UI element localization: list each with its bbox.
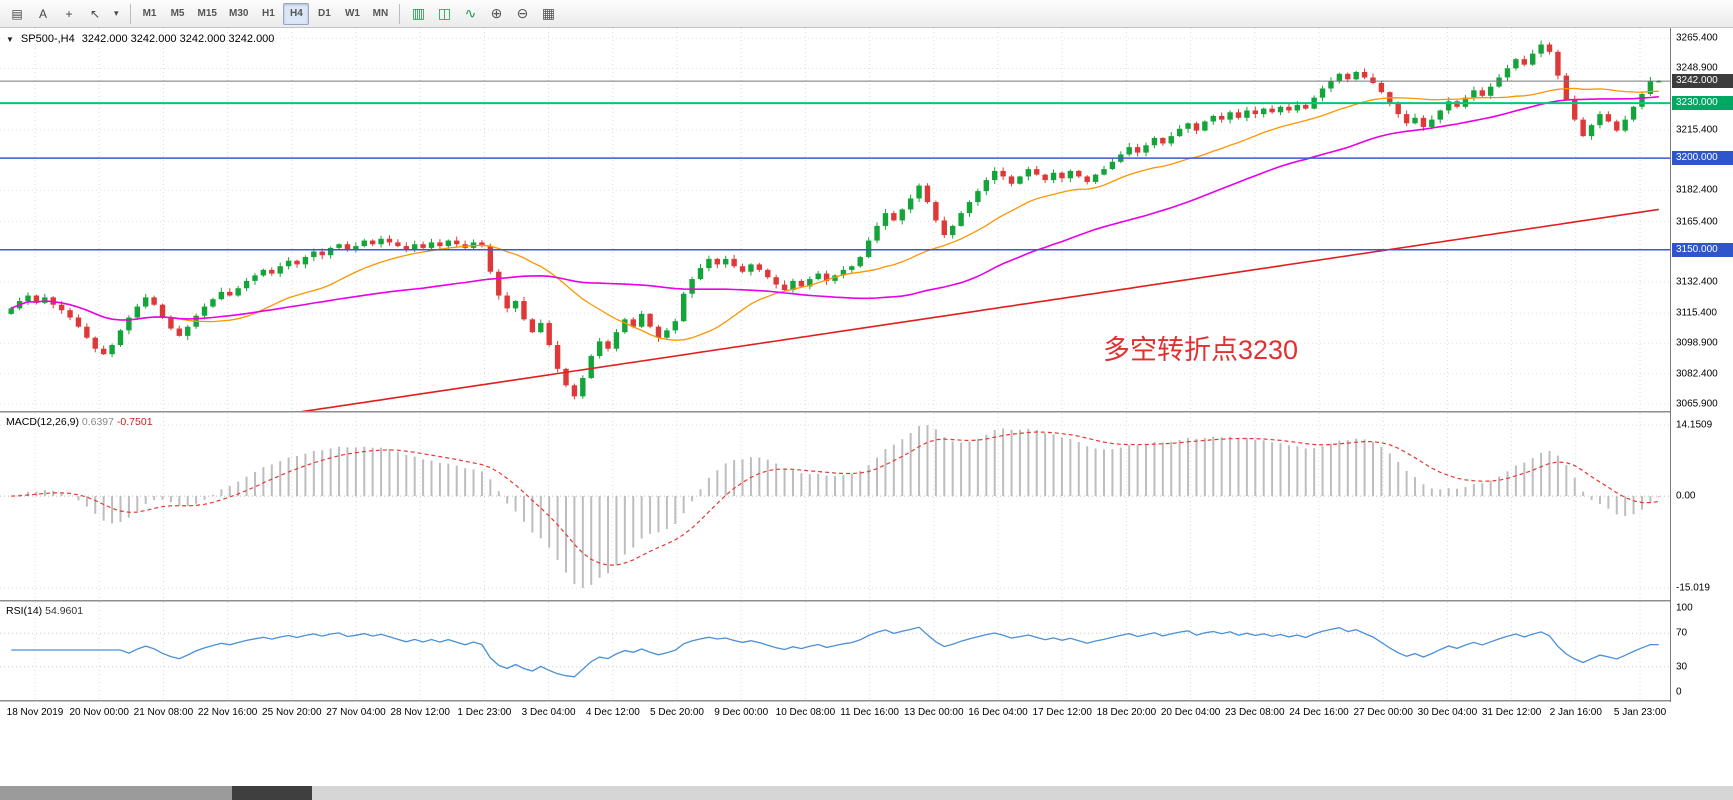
macd-label: MACD(12,26,9) 0.6397 -0.7501 bbox=[6, 416, 153, 428]
rsi-value: 54.9601 bbox=[45, 605, 84, 617]
drawing-tools-group: ▤ A + ↖ ▾ bbox=[5, 3, 124, 25]
timeframe-m1-button[interactable]: M1 bbox=[142, 8, 157, 19]
time-axis-label: 25 Nov 20:00 bbox=[262, 707, 322, 718]
macd-axis-label: 14.1509 bbox=[1676, 419, 1713, 431]
price-tick-label: 3215.400 bbox=[1676, 124, 1718, 136]
chart-tools-group: ▥ ◫ ∿ ⊕ ⊖ ▦ bbox=[406, 3, 560, 25]
price-line-badge: 3200.000 bbox=[1672, 151, 1733, 166]
time-axis-label: 11 Dec 16:00 bbox=[840, 707, 899, 718]
timeframe-mn-button[interactable]: MN bbox=[372, 8, 389, 19]
time-axis-label: 24 Dec 16:00 bbox=[1289, 707, 1349, 718]
rsi-axis-label: 0 bbox=[1676, 686, 1682, 698]
price-tick-label: 3165.400 bbox=[1676, 216, 1718, 228]
macd-signal-value: -0.7501 bbox=[116, 416, 153, 428]
time-axis-label: 21 Nov 08:00 bbox=[133, 707, 194, 718]
time-axis-label: 13 Dec 00:00 bbox=[904, 707, 964, 718]
timeframe-m15-button[interactable]: M15 bbox=[197, 8, 217, 19]
price-tick-label: 3065.900 bbox=[1676, 398, 1718, 410]
grid-icon[interactable]: ▦ bbox=[541, 5, 556, 21]
price-line-badge: 3150.000 bbox=[1672, 242, 1733, 257]
time-axis-label: 27 Nov 04:00 bbox=[326, 707, 386, 718]
timeframe-buttons-group: M1 M5 M15 M30 H1 H4 D1 W1 MN bbox=[137, 2, 394, 25]
line-chart-icon[interactable]: ∿ bbox=[464, 5, 477, 21]
time-axis-label: 18 Nov 2019 bbox=[6, 707, 64, 718]
chart-annotation-text: 多空转折点3230 bbox=[1103, 335, 1299, 365]
time-axis-label: 20 Nov 00:00 bbox=[69, 707, 129, 718]
panel-divider[interactable] bbox=[0, 600, 1733, 602]
price-axis[interactable]: 3265.400 3248.900 3215.400 3182.400 3165.400… bbox=[1670, 28, 1733, 702]
price-line-badge: 3242.000 bbox=[1672, 74, 1733, 89]
ohlc-values-label: 3242.000 3242.000 3242.000 3242.000 bbox=[81, 33, 275, 45]
time-axis[interactable]: 18 Nov 2019 20 Nov 00:00 21 Nov 08:00 22 No… bbox=[0, 702, 1670, 724]
price-tick-label: 3098.900 bbox=[1676, 337, 1718, 349]
time-axis-label: 5 Dec 20:00 bbox=[650, 707, 704, 718]
price-tick-label: 3115.400 bbox=[1676, 307, 1717, 319]
candlestick-chart-icon[interactable]: ◫ bbox=[437, 5, 452, 21]
time-axis-label: 1 Dec 23:00 bbox=[457, 707, 512, 718]
crosshair-tool-button[interactable]: + bbox=[65, 6, 73, 21]
time-axis-label: 5 Jan 23:00 bbox=[1613, 707, 1667, 718]
time-axis-label: 16 Dec 04:00 bbox=[968, 707, 1028, 718]
scrollbar-track-left[interactable] bbox=[0, 786, 232, 800]
price-tick-label: 3132.400 bbox=[1676, 276, 1718, 288]
macd-axis-label: 0.00 bbox=[1676, 490, 1696, 502]
zoom-in-icon[interactable]: ⊕ bbox=[490, 5, 503, 21]
timeframe-m5-button[interactable]: M5 bbox=[170, 8, 185, 19]
bar-chart-icon[interactable]: ▥ bbox=[411, 5, 426, 21]
price-tick-label: 3082.400 bbox=[1676, 368, 1718, 380]
price-chart-panel[interactable] bbox=[0, 28, 1670, 411]
price-line-badge: 3230.000 bbox=[1672, 96, 1733, 111]
macd-main-value: 0.6397 bbox=[81, 416, 114, 428]
toolbar-separator bbox=[129, 3, 131, 24]
toolbar-separator bbox=[399, 3, 401, 24]
arrow-objects-button[interactable]: ↖ bbox=[89, 6, 101, 21]
time-axis-label: 4 Dec 12:00 bbox=[585, 707, 640, 718]
price-tick-label: 3248.900 bbox=[1676, 62, 1718, 74]
rsi-indicator-panel[interactable] bbox=[0, 602, 1670, 700]
time-axis-label: 30 Dec 04:00 bbox=[1417, 707, 1478, 718]
macd-indicator-panel[interactable] bbox=[0, 413, 1670, 600]
chart-area: ▼ SP500-,H4 3242.000 3242.000 3242.000 3… bbox=[0, 28, 1733, 800]
time-axis-label: 18 Dec 20:00 bbox=[1096, 707, 1157, 718]
main-toolbar: ▤ A + ↖ ▾ M1 M5 M15 M30 H1 H4 D1 W1 MN ▥ ◫ ∿ ⊕ ⊖ ▦ bbox=[0, 0, 1733, 28]
timeframe-m30-button[interactable]: M30 bbox=[228, 8, 249, 19]
symbol-timeframe-label: SP500-,H4 bbox=[20, 33, 75, 45]
time-axis-label: 9 Dec 00:00 bbox=[714, 707, 769, 718]
time-axis-label: 28 Nov 12:00 bbox=[390, 707, 450, 718]
time-axis-label: 2 Jan 16:00 bbox=[1549, 707, 1602, 718]
timeframe-d1-button[interactable]: D1 bbox=[318, 8, 331, 19]
rsi-name-label: RSI(14) bbox=[6, 605, 43, 617]
timeframe-w1-button[interactable]: W1 bbox=[344, 8, 360, 19]
text-label-tool-button[interactable]: A bbox=[38, 6, 47, 21]
macd-axis-label: -15.019 bbox=[1676, 582, 1710, 594]
chart-windows-icon[interactable]: ▤ bbox=[11, 6, 23, 21]
time-axis-label: 17 Dec 12:00 bbox=[1032, 707, 1092, 718]
timeframe-h4-button[interactable]: H4 bbox=[283, 2, 310, 25]
price-tick-label: 3265.400 bbox=[1676, 32, 1718, 44]
panel-divider bbox=[0, 700, 1733, 702]
time-axis-label: 20 Dec 04:00 bbox=[1160, 707, 1221, 718]
scrollbar-thumb[interactable] bbox=[232, 786, 312, 800]
symbol-dropdown-icon[interactable]: ▼ bbox=[6, 34, 14, 44]
chart-title: ▼ SP500-,H4 3242.000 3242.000 3242.000 3… bbox=[6, 33, 274, 45]
rsi-axis-label: 30 bbox=[1676, 661, 1688, 673]
rsi-axis-label: 70 bbox=[1676, 627, 1688, 639]
timeframe-h1-button[interactable]: H1 bbox=[262, 8, 275, 19]
panel-divider[interactable] bbox=[0, 411, 1733, 413]
time-axis-label: 23 Dec 08:00 bbox=[1225, 707, 1285, 718]
arrow-dropdown-icon[interactable]: ▾ bbox=[114, 8, 119, 18]
time-axis-label: 27 Dec 00:00 bbox=[1353, 707, 1413, 718]
time-axis-label: 10 Dec 08:00 bbox=[775, 707, 836, 718]
price-tick-label: 3182.400 bbox=[1676, 184, 1718, 196]
macd-name-label: MACD(12,26,9) bbox=[6, 416, 79, 428]
time-axis-label: 3 Dec 04:00 bbox=[521, 707, 576, 718]
horizontal-scrollbar bbox=[0, 786, 1733, 800]
time-axis-label: 31 Dec 12:00 bbox=[1481, 707, 1542, 718]
rsi-axis-label: 100 bbox=[1676, 602, 1693, 614]
time-axis-label: 22 Nov 16:00 bbox=[197, 707, 258, 718]
rsi-label: RSI(14) 54.9601 bbox=[6, 605, 83, 617]
zoom-out-icon[interactable]: ⊖ bbox=[516, 5, 529, 21]
